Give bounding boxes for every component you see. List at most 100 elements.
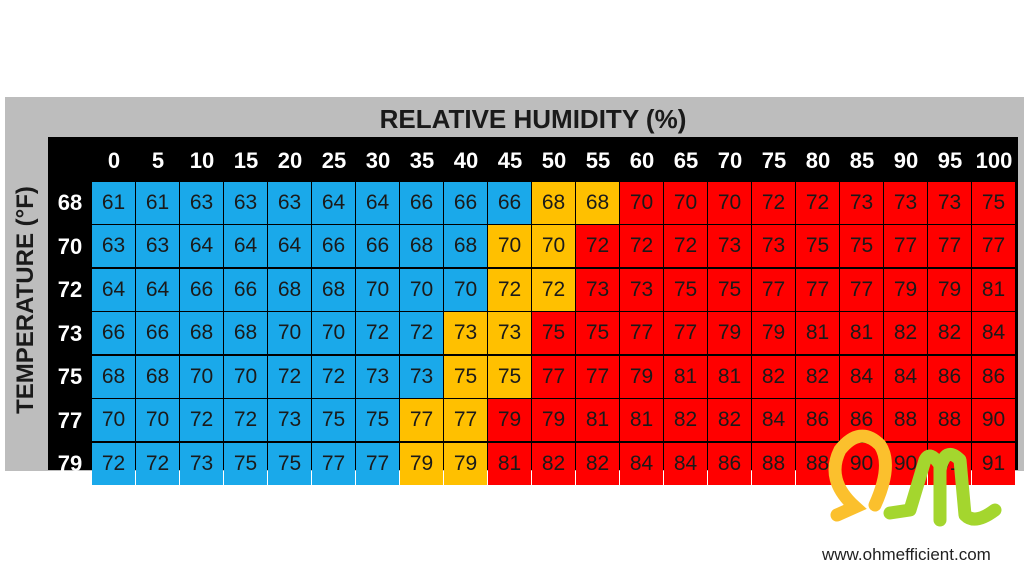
table-cell: 75 [312, 399, 355, 441]
table-cell: 72 [576, 225, 619, 267]
table-cell: 64 [224, 225, 267, 267]
table-cell: 63 [180, 181, 223, 224]
heat-index-table: 0 5 10 15 20 25 30 35 40 45 50 55 60 65 70 75 80 85 90 95 10… [48, 137, 1018, 485]
column-header: 75 [761, 148, 787, 173]
column-header: 40 [453, 148, 479, 173]
table-cell: 82 [796, 355, 839, 398]
table-cell: 81 [796, 312, 839, 354]
column-header: 50 [541, 148, 567, 173]
table-cell: 66 [400, 181, 443, 224]
table-cell: 73 [180, 442, 223, 485]
table-cell: 77 [840, 268, 883, 311]
table-cell: 86 [708, 442, 751, 485]
table-cell: 77 [884, 225, 927, 267]
column-header: 90 [893, 148, 919, 173]
table-cell: 70 [664, 181, 707, 224]
table-cell: 68 [532, 181, 575, 224]
website-url: www.ohmefficient.com [822, 545, 991, 564]
table-cell: 79 [400, 442, 443, 485]
table-cell: 66 [92, 312, 135, 354]
row-header: 68 [57, 190, 83, 215]
row-header: 72 [57, 277, 83, 302]
table-cell: 66 [312, 225, 355, 267]
table-cell: 72 [92, 442, 135, 485]
table-cell: 77 [576, 355, 619, 398]
table-cell: 77 [752, 268, 795, 311]
row-header: 79 [57, 451, 83, 476]
column-header: 10 [189, 148, 215, 173]
column-header: 30 [365, 148, 391, 173]
table-cell: 66 [136, 312, 179, 354]
table-cell: 84 [884, 355, 927, 398]
table-cell: 77 [972, 225, 1015, 267]
table-cell: 75 [224, 442, 267, 485]
column-header: 85 [849, 148, 875, 173]
table-cell: 72 [796, 181, 839, 224]
table-cell: 64 [180, 225, 223, 267]
table-cell: 70 [180, 355, 223, 398]
table-cell: 77 [664, 312, 707, 354]
column-axis-title: RELATIVE HUMIDITY (%) [379, 104, 687, 134]
row-header: 77 [57, 407, 83, 433]
table-cell: 79 [488, 399, 531, 441]
table-cell: 79 [752, 312, 795, 354]
table-cell: 72 [400, 312, 443, 354]
column-header: 60 [629, 148, 655, 173]
table-cell: 68 [224, 312, 267, 354]
table-cell: 73 [928, 181, 971, 224]
table-cell: 68 [400, 225, 443, 267]
table-cell: 88 [884, 399, 927, 441]
column-header: 95 [937, 148, 963, 173]
table-cell: 81 [840, 312, 883, 354]
table-cell: 77 [444, 399, 487, 441]
table-cell: 79 [620, 355, 663, 398]
table-cell: 72 [664, 225, 707, 267]
table-cell: 84 [752, 399, 795, 441]
table-cell: 75 [576, 312, 619, 354]
table-cell: 73 [444, 312, 487, 354]
table-cell: 77 [620, 312, 663, 354]
table-cell: 63 [224, 181, 267, 224]
table-cell: 70 [708, 181, 751, 224]
table-cell: 70 [488, 225, 531, 267]
column-header: 15 [233, 148, 259, 173]
table-cell: 63 [268, 181, 311, 224]
table-cell: 88 [752, 442, 795, 485]
table-cell: 72 [268, 355, 311, 398]
table-cell: 70 [400, 268, 443, 311]
table-cell: 64 [92, 268, 135, 311]
table-cell: 82 [664, 399, 707, 441]
table-cell: 91 [972, 442, 1015, 485]
column-header: 45 [497, 148, 523, 173]
column-header: 5 [151, 148, 165, 173]
table-cell: 82 [928, 312, 971, 354]
table-cell: 73 [752, 225, 795, 267]
table-cell: 84 [840, 355, 883, 398]
table-cell: 72 [620, 225, 663, 267]
table-cell: 75 [840, 225, 883, 267]
table-cell: 72 [752, 181, 795, 224]
table-cell: 86 [796, 399, 839, 441]
row-header: 73 [57, 320, 83, 346]
table-cell: 75 [664, 268, 707, 311]
table-cell: 68 [136, 355, 179, 398]
column-header: 80 [805, 148, 831, 173]
table-cell: 70 [532, 225, 575, 267]
table-cell: 66 [356, 225, 399, 267]
table-cell: 84 [620, 442, 663, 485]
table-cell: 70 [92, 399, 135, 441]
column-header: 70 [717, 148, 743, 173]
table-cell: 70 [224, 355, 267, 398]
ohm-logo-icon [828, 429, 1002, 527]
table-cell: 79 [884, 268, 927, 311]
table-cell: 75 [708, 268, 751, 311]
table-cell: 73 [576, 268, 619, 311]
table-cell: 64 [136, 268, 179, 311]
table-cell: 86 [928, 355, 971, 398]
table-cell: 73 [268, 399, 311, 441]
table-cell: 81 [664, 355, 707, 398]
table-cell: 77 [312, 442, 355, 485]
table-cell: 72 [356, 312, 399, 354]
table-cell: 73 [488, 312, 531, 354]
column-header: 100 [975, 148, 1013, 173]
